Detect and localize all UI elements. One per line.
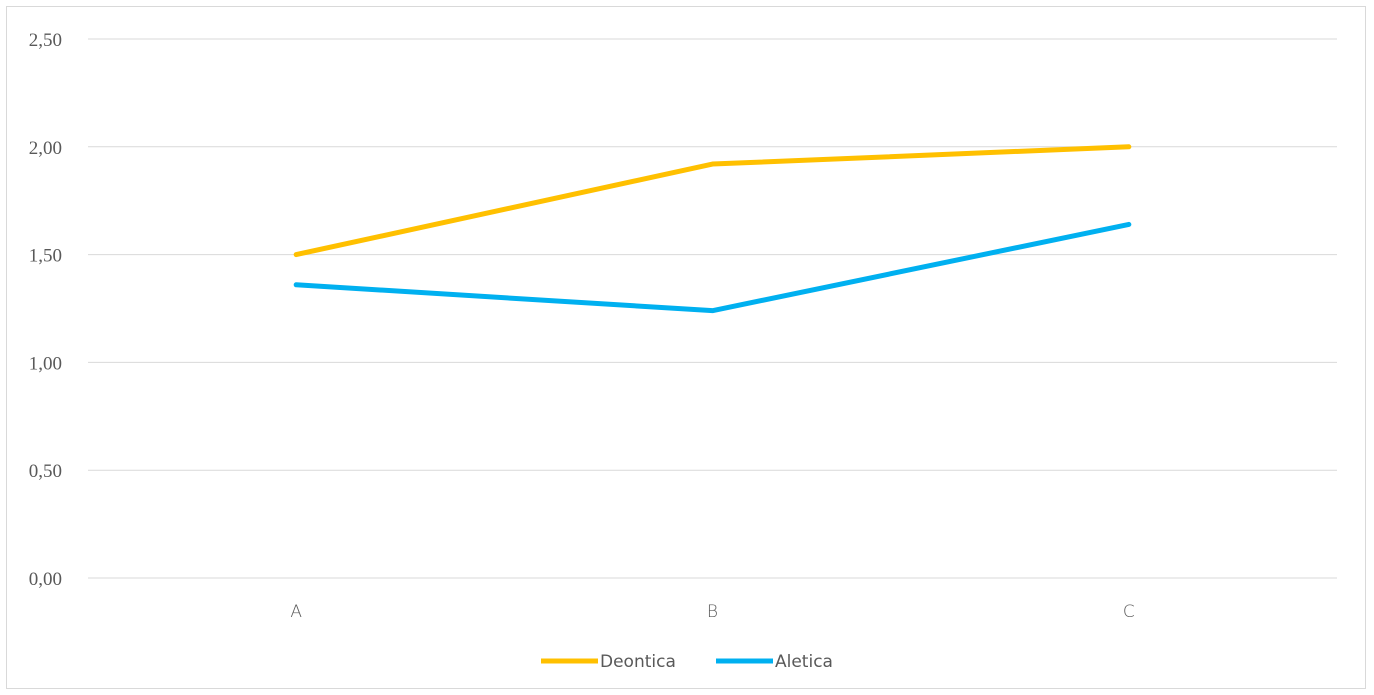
legend-label: Aletica — [775, 652, 833, 672]
y-tick-label: 0,00 — [29, 569, 62, 590]
y-tick-label: 2,00 — [29, 138, 62, 159]
series-line-aletica — [293, 221, 1132, 314]
x-tick-label: B — [707, 602, 718, 622]
series-line-deontica — [293, 144, 1132, 258]
legend: Deontica Aletica — [541, 652, 833, 672]
gridlines — [88, 38, 1337, 579]
legend-label: Deontica — [600, 652, 676, 672]
x-axis-ticks: A B C — [290, 602, 1134, 622]
y-tick-label: 0,50 — [29, 461, 62, 482]
series-lines — [293, 144, 1132, 314]
y-tick-label: 1,00 — [29, 353, 62, 374]
y-axis-ticks: 0,00 0,50 1,00 1,50 2,00 2,50 — [29, 30, 62, 590]
chart-frame — [6, 6, 1366, 689]
y-tick-label: 2,50 — [29, 30, 62, 51]
y-tick-label: 1,50 — [29, 246, 62, 267]
x-tick-label: C — [1123, 602, 1135, 622]
x-tick-label: A — [290, 602, 302, 622]
